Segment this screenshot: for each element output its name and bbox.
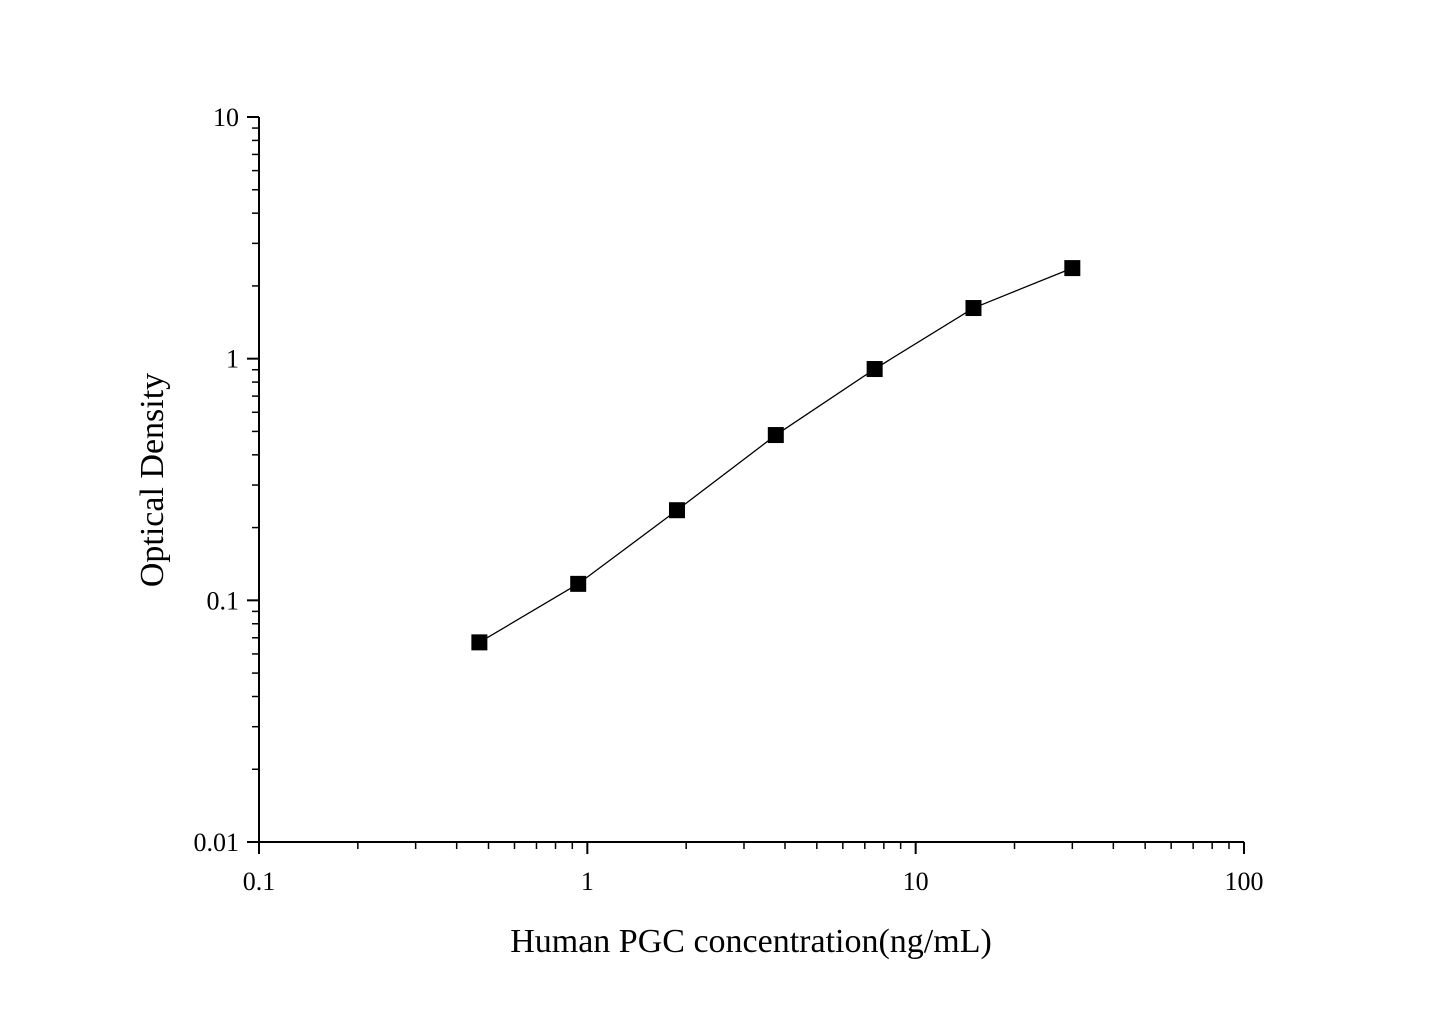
series (471, 260, 1081, 651)
x-axis-title: Human PGC concentration(ng/mL) (510, 923, 992, 960)
data-point-marker (767, 427, 784, 444)
data-point-marker (965, 300, 982, 317)
y-tick-label: 1 (226, 345, 239, 374)
data-point-marker (471, 634, 488, 651)
y-tick-label: 10 (213, 103, 239, 132)
data-point-marker (866, 361, 883, 378)
data-point-marker (570, 575, 587, 592)
x-tick-label: 10 (903, 867, 929, 896)
x-tick-label: 100 (1225, 867, 1264, 896)
y-tick-label: 0.01 (194, 828, 240, 857)
data-point-marker (1064, 260, 1081, 277)
data-point-marker (668, 502, 685, 519)
series-line (479, 267, 1073, 643)
x-tick-label: 1 (581, 867, 594, 896)
y-tick-label: 0.1 (207, 586, 240, 615)
y-axis-title: Optical Density (134, 373, 171, 587)
x-tick-label: 0.1 (243, 867, 276, 896)
